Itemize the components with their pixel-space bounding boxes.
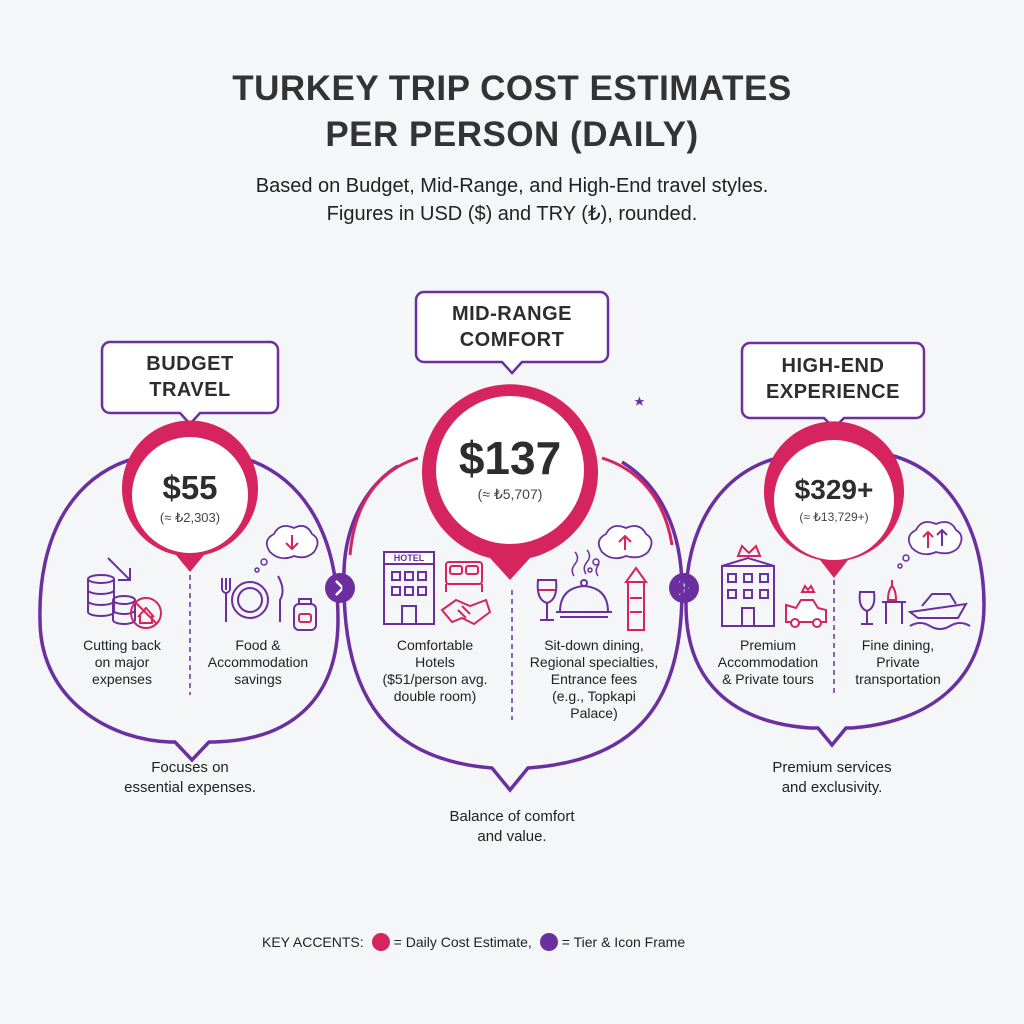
key-legend: KEY ACCENTS: = Daily Cost Estimate, = Ti… [262, 932, 685, 952]
highend-right-label: Fine dining, Private transportation [855, 637, 941, 687]
yacht-icon [907, 593, 971, 630]
next-arrow-icon [325, 573, 355, 603]
key-label: KEY ACCENTS: [262, 934, 364, 950]
highend-price-badge [764, 421, 905, 578]
budget-right-label: Food & Accommodation savings [207, 637, 309, 687]
hotel-sign: HOTEL [393, 553, 425, 563]
budget-footer: Focuses on essential expenses. [124, 759, 256, 796]
tower-icon [624, 566, 648, 631]
key-pink-label: = Daily Cost Estimate, [393, 934, 532, 950]
budget-price: $55 [162, 469, 218, 506]
handshake-icon [440, 598, 492, 626]
hotel-icon [383, 551, 435, 625]
budget-frame [38, 453, 340, 763]
midrange-price-try: (≈ ₺5,707) [477, 486, 543, 502]
midrange-footer: Balance of comfort and value. [449, 808, 575, 845]
highend-frame [684, 453, 986, 748]
coins-stack-icon [87, 574, 136, 625]
key-purple-label: = Tier & Icon Frame [561, 934, 686, 950]
budget-price-try: (≈ ₺2,303) [159, 510, 221, 525]
cloche-icon [556, 549, 612, 618]
purple-dot-icon [539, 933, 558, 951]
luxury-hotel-icon [721, 544, 775, 627]
thought-down-arrow-icon [254, 525, 319, 573]
pink-dot-icon [371, 933, 390, 951]
thought-up-arrow-icon [587, 525, 653, 573]
bed-icon [445, 561, 483, 592]
wine-glass-icon [536, 579, 558, 621]
budget-tier-label: BUDGET TRAVEL [146, 353, 234, 401]
no-house-icon [130, 597, 162, 629]
midrange-tier-label: MID-RANGE COMFORT [451, 303, 573, 351]
midrange-right-label: Sit-down dining, Regional specialties, E… [529, 637, 659, 721]
highend-price-try: (≈ ₺13,729+) [799, 510, 869, 524]
midrange-label-box [414, 290, 610, 375]
highend-left-label: Premium Accommodation & Private tours [717, 637, 819, 687]
budget-label-box [100, 340, 280, 426]
page-subtitle: Based on Budget, Mid-Range, and High-End… [255, 175, 769, 225]
private-car-icon [785, 584, 827, 628]
midrange-price: $137 [458, 432, 562, 484]
page-title: TURKEY TRIP COST ESTIMATES PER PERSON (D… [232, 69, 792, 154]
midrange-price-badge [422, 384, 599, 580]
midrange-frame [342, 456, 684, 793]
dining-table-icon [634, 396, 906, 624]
budget-price-badge [121, 420, 258, 572]
highend-price: $329+ [794, 474, 874, 505]
wine-glass-icon [858, 591, 876, 625]
next-arrow-icon [669, 573, 699, 603]
budget-left-label: Cutting back on major expenses [83, 637, 161, 687]
down-arrow-icon [107, 557, 131, 581]
highend-footer: Premium services and exclusivity. [772, 759, 892, 796]
midrange-left-label: Comfortable Hotels ($51/person avg. doub… [382, 637, 488, 704]
plate-cutlery-icon [221, 575, 284, 622]
backpack-icon [293, 598, 317, 631]
highend-tier-label: HIGH-END EXPERIENCE [766, 355, 900, 403]
thought-up-arrows-icon [897, 521, 963, 569]
